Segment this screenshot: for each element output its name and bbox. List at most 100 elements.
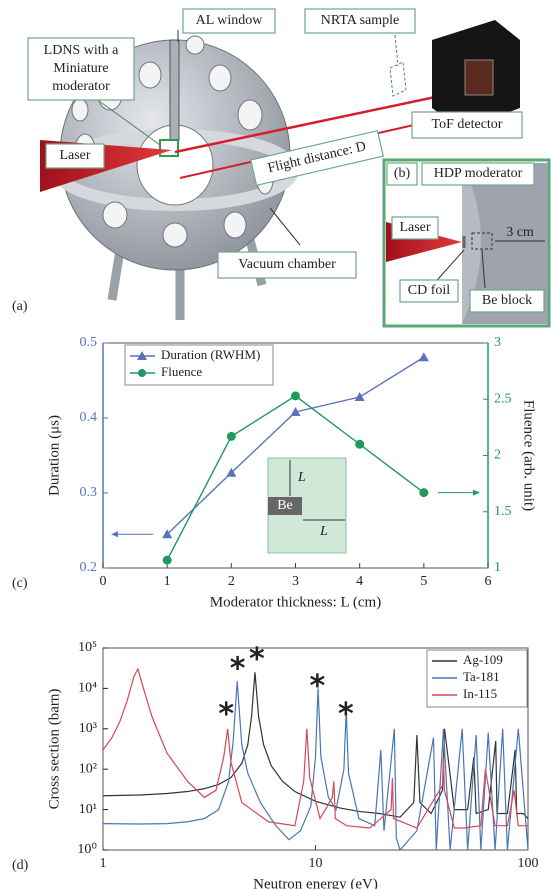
label-box xyxy=(182,8,276,34)
legend-marker xyxy=(137,351,147,360)
legend-box xyxy=(124,344,274,386)
leader xyxy=(394,34,399,67)
y2-tick-label: 3 xyxy=(494,335,501,350)
legend-label: Duration (RWHM) xyxy=(161,347,260,362)
label-box xyxy=(45,143,105,169)
be-block xyxy=(471,232,493,250)
label-box xyxy=(27,37,135,101)
label-box xyxy=(421,162,535,186)
annotation: * xyxy=(218,697,234,732)
inset-be xyxy=(268,497,302,515)
leader xyxy=(269,207,301,246)
label-box xyxy=(386,162,418,186)
marker xyxy=(419,488,429,498)
y-tick-label: 10⁵ xyxy=(78,640,97,655)
sample xyxy=(389,61,407,97)
marker xyxy=(162,529,173,539)
x-tick-label: 1 xyxy=(164,574,171,589)
x-tick-label: 1 xyxy=(100,856,107,871)
panel-label: (a) xyxy=(12,299,28,314)
label-box xyxy=(391,216,439,240)
label-box xyxy=(411,111,523,139)
y2-tick-label: 1.5 xyxy=(494,504,512,519)
panel-label: (b) xyxy=(394,166,411,181)
nrta-label: NRTA sample xyxy=(321,13,400,28)
series-line xyxy=(102,681,529,852)
x-tick-label: 4 xyxy=(356,574,363,589)
panel-label: (c) xyxy=(12,576,28,591)
x-tick-label: 6 xyxy=(485,574,492,589)
panel-b: (b) HDP moderator Laser 3 cm CD foil Be … xyxy=(382,158,551,328)
target-marker xyxy=(159,139,179,157)
series-line xyxy=(102,672,529,819)
x-axis-label: Neutron energy (eV) xyxy=(253,876,378,889)
marker xyxy=(291,391,300,401)
axis-arrowhead xyxy=(111,531,118,538)
y-tick-label: 0.2 xyxy=(80,560,98,575)
x-tick-label: 100 xyxy=(518,856,539,871)
cd-foil-label: CD foil xyxy=(408,283,451,298)
y-tick-label: 0.5 xyxy=(80,335,98,350)
x-tick-label: 10 xyxy=(309,856,323,871)
y-axis-label: Duration (μs) xyxy=(46,415,62,496)
ldns-label: Miniature xyxy=(53,61,108,76)
legend-label: In-115 xyxy=(463,686,497,701)
laser-label: Laser xyxy=(399,220,430,235)
leg xyxy=(107,249,125,301)
detector-window xyxy=(464,59,494,96)
vacuum-chamber-label: Vacuum chamber xyxy=(238,257,336,272)
marker xyxy=(226,431,236,441)
beam-line xyxy=(174,86,479,154)
al-window-label: AL window xyxy=(196,13,264,28)
marker xyxy=(162,555,172,565)
x-tick-label: 0 xyxy=(100,574,107,589)
label-box xyxy=(250,129,384,187)
annotation: * xyxy=(249,642,265,677)
series-line xyxy=(102,667,528,829)
leader xyxy=(481,249,486,289)
marker xyxy=(354,392,365,401)
panel-label: (d) xyxy=(12,858,29,873)
tof-label: ToF detector xyxy=(432,117,503,132)
label-box xyxy=(469,289,545,313)
x-tick-label: 2 xyxy=(228,574,235,589)
y-axis-label: Cross section (barn) xyxy=(46,689,62,810)
annotation: * xyxy=(309,669,325,704)
y2-tick-label: 2 xyxy=(494,448,501,463)
panel-a: AL window NRTA sample LDNS with a Miniat… xyxy=(12,8,523,320)
marker xyxy=(226,467,237,477)
hdp-moderator xyxy=(462,163,548,324)
y2-tick-label: 1 xyxy=(494,560,501,575)
y2-tick-label: 2.5 xyxy=(494,391,512,406)
y2-axis-label: Fluence (arb. unit) xyxy=(521,400,537,511)
marker xyxy=(418,352,429,362)
label-box xyxy=(399,279,459,303)
x-tick-label: 5 xyxy=(420,574,427,589)
y-tick-label: 0.4 xyxy=(80,410,98,425)
legend-label: Ta-181 xyxy=(463,669,500,684)
ldns-label: LDNS with a xyxy=(44,43,119,58)
y-tick-label: 10¹ xyxy=(79,802,97,817)
x-axis-label: Moderator thickness: L (cm) xyxy=(210,594,381,610)
annotation: * xyxy=(230,652,246,687)
length-label: 3 cm xyxy=(506,225,534,240)
y-tick-label: 10³ xyxy=(79,721,97,736)
rod xyxy=(169,39,180,141)
legend-label: Ag-109 xyxy=(463,652,503,667)
y-tick-label: 10⁴ xyxy=(78,681,97,696)
legend-label: Fluence xyxy=(161,364,202,379)
axis-arrowhead xyxy=(473,489,480,496)
y-tick-label: 10⁰ xyxy=(77,842,97,857)
inset-label: L xyxy=(297,470,306,485)
ldns-label: moderator xyxy=(52,79,110,94)
marker xyxy=(290,407,301,416)
inset-label: Be xyxy=(277,498,293,513)
laser-label: Laser xyxy=(59,148,90,163)
legend-marker xyxy=(138,369,146,377)
label-box xyxy=(304,8,416,34)
y-tick-label: 10² xyxy=(79,761,97,776)
moderator-inset: Be L L xyxy=(267,457,347,554)
y-tick-label: 0.3 xyxy=(80,485,98,500)
hdp-label: HDP moderator xyxy=(434,166,523,181)
